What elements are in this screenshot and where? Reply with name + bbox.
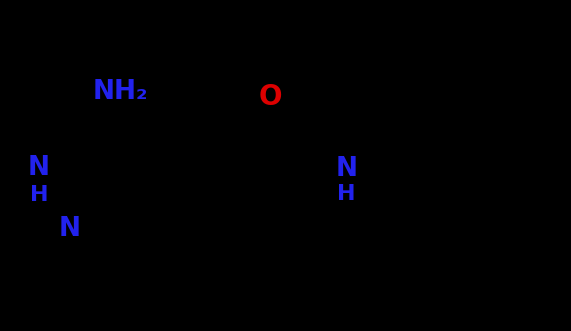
Text: NH₂: NH₂ — [93, 79, 148, 105]
Text: H: H — [30, 185, 48, 206]
Text: O: O — [259, 83, 283, 111]
Text: N: N — [335, 156, 357, 181]
Text: N: N — [59, 216, 81, 242]
Text: H: H — [337, 184, 356, 204]
Text: N: N — [28, 155, 50, 180]
